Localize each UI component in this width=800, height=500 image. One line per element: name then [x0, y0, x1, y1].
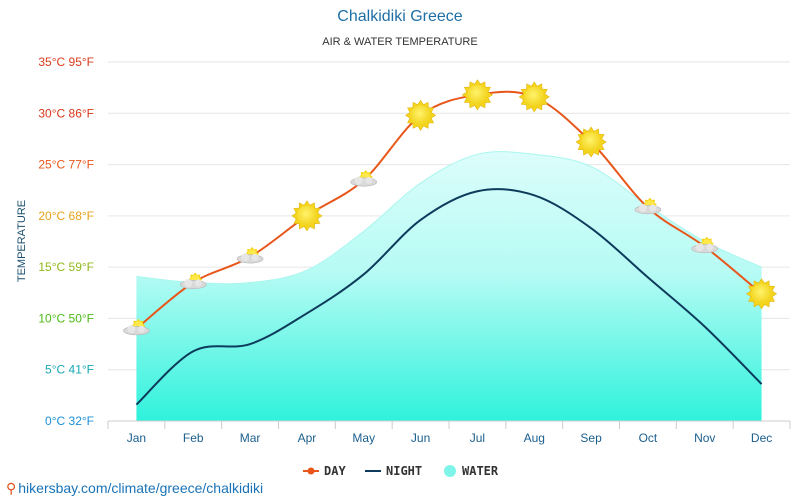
y-tick-label: 30°C 86°F: [38, 106, 94, 120]
legend-label-water: WATER: [462, 464, 499, 478]
partly-cloudy-icon: [691, 236, 719, 254]
sun-icon: [575, 126, 607, 158]
chart-subtitle: AIR & WATER TEMPERATURE: [322, 36, 478, 48]
y-tick-label: 35°C 95°F: [38, 55, 94, 69]
x-tick-label: Sep: [580, 431, 602, 445]
y-tick-label: 5°C 41°F: [45, 363, 94, 377]
x-tick-label: Dec: [751, 431, 772, 445]
axes: 35°C 95°F 30°C 86°F 25°C 77°F 20°C 68°F 15°C…: [16, 55, 791, 445]
x-tick-label: Feb: [183, 431, 204, 445]
x-tick-label: Jun: [411, 431, 430, 445]
y-tick-label: 10°C 50°F: [38, 311, 94, 325]
x-tick-label: Oct: [639, 431, 658, 445]
x-tick-label: Mar: [240, 431, 261, 445]
night-line: [135, 188, 763, 406]
x-tick-label: May: [352, 431, 375, 445]
x-tick-label: Aug: [524, 431, 545, 445]
y-tick-label: 20°C 68°F: [38, 209, 94, 223]
y-tick-label: 15°C 59°F: [38, 260, 94, 274]
weather-icons: [123, 79, 778, 336]
location-pin-icon: ⚲: [6, 480, 17, 496]
sun-icon: [461, 79, 493, 111]
y-tick-label: 25°C 77°F: [38, 158, 94, 172]
x-tick-label: Jul: [470, 431, 485, 445]
partly-cloudy-icon: [123, 318, 150, 336]
y-tick-label: 0°C 32°F: [45, 414, 94, 428]
legend-label-day: DAY: [324, 464, 346, 478]
x-tick-label: Jan: [127, 431, 146, 445]
source-link-text: hikersbay.com/climate/greece/chalkidiki: [18, 480, 264, 496]
night-series: [135, 188, 763, 406]
sun-icon: [746, 278, 778, 310]
legend: DAY NIGHT WATER: [303, 464, 499, 478]
water-series: [136, 151, 762, 422]
legend-item-water: WATER: [444, 464, 499, 478]
sun-icon: [291, 200, 323, 232]
source-link[interactable]: ⚲ hikersbay.com/climate/greece/chalkidiki: [6, 480, 263, 497]
partly-cloudy-icon: [634, 197, 662, 215]
x-tick-label: Nov: [694, 431, 715, 445]
water-area: [136, 151, 762, 422]
sun-icon: [518, 81, 550, 113]
legend-item-day: DAY: [303, 464, 346, 478]
x-tick-label: Apr: [298, 431, 317, 445]
chart-title: Chalkidiki Greece: [337, 8, 463, 25]
sun-icon: [405, 99, 437, 131]
legend-item-night: NIGHT: [365, 464, 422, 478]
partly-cloudy-icon: [236, 246, 264, 264]
y-axis-title: TEMPERATURE: [16, 200, 28, 282]
partly-cloudy-icon: [179, 272, 207, 290]
legend-label-night: NIGHT: [386, 464, 422, 478]
partly-cloudy-icon: [350, 169, 378, 187]
